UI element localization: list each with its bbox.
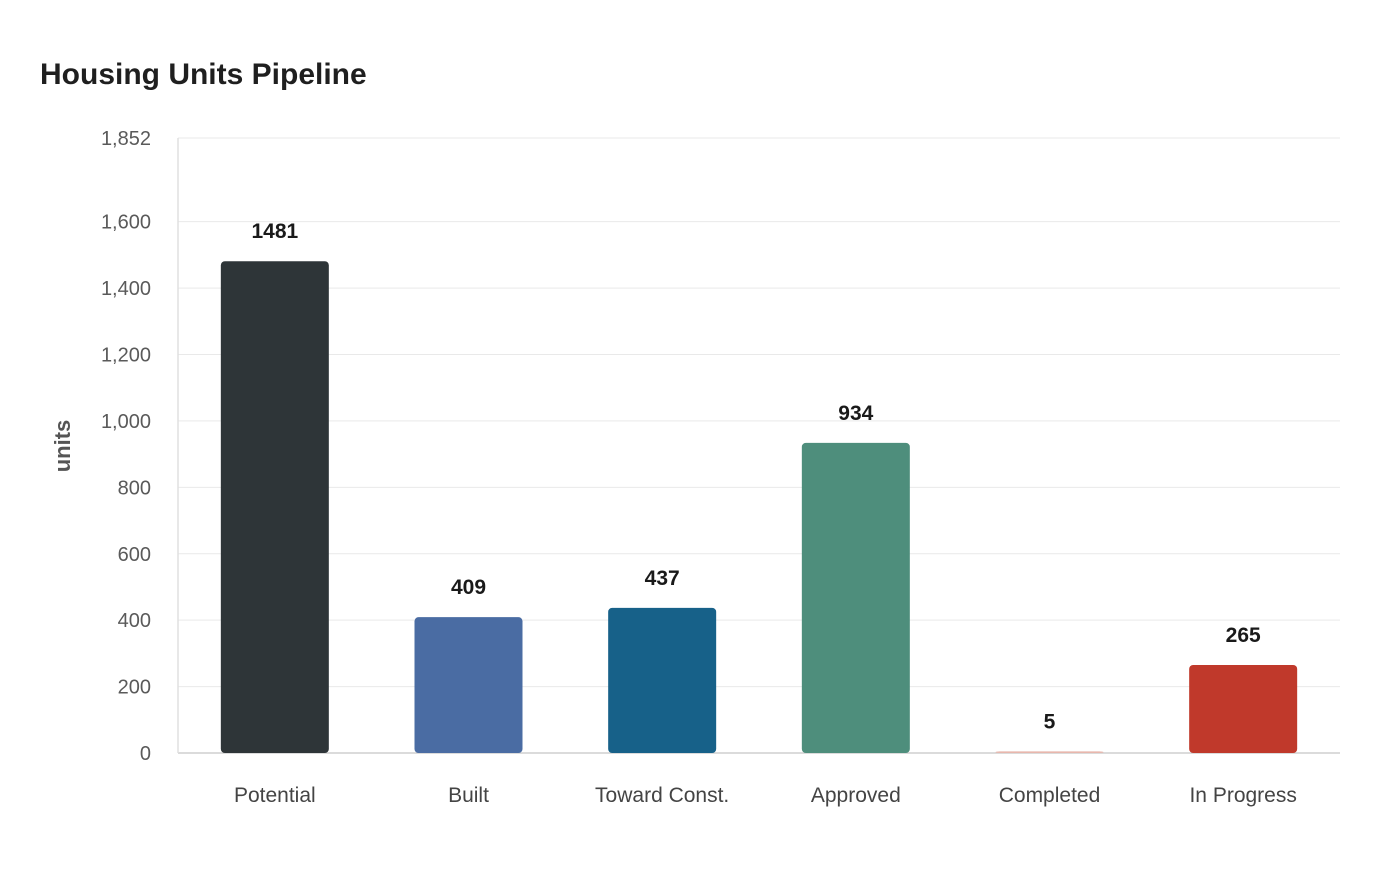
chart-title: Housing Units Pipeline (40, 58, 367, 91)
bar-in-progress (1189, 665, 1298, 753)
y-tick-label: 1,000 (101, 411, 151, 433)
y-tick-label: 1,600 (101, 212, 151, 234)
value-label: 437 (645, 567, 680, 590)
y-tick-label: 800 (118, 477, 151, 499)
value-label: 5 (1044, 710, 1056, 733)
y-tick-label: 0 (140, 743, 151, 765)
category-label: In Progress (1189, 784, 1296, 807)
bar-toward-const (608, 607, 717, 753)
y-tick-label: 1,200 (101, 345, 151, 367)
bar-completed (995, 751, 1104, 753)
bar-approved (801, 442, 910, 753)
bar-layer (220, 261, 1298, 753)
value-label: 1481 (251, 220, 298, 243)
grid-layer (178, 137, 1340, 754)
bar-potential (220, 261, 329, 753)
category-label: Toward Const. (595, 784, 729, 807)
category-label: Built (448, 784, 489, 807)
value-label: 409 (451, 576, 486, 599)
label-layer: 0 200 400 600 800 1,000 1,200 1,400 1,600 1,852 14… (101, 128, 1297, 807)
bar-built (414, 617, 523, 753)
y-tick-label: 1,852 (101, 128, 151, 150)
category-label: Potential (234, 784, 316, 807)
y-axis-title: units (50, 420, 75, 473)
category-label: Completed (999, 784, 1101, 807)
y-tick-label: 400 (118, 610, 151, 632)
y-tick-label: 200 (118, 677, 151, 699)
category-label: Approved (811, 784, 901, 807)
y-tick-label: 600 (118, 544, 151, 566)
value-label: 265 (1226, 624, 1261, 647)
value-label: 934 (838, 402, 873, 425)
y-tick-label: 1,400 (101, 278, 151, 300)
